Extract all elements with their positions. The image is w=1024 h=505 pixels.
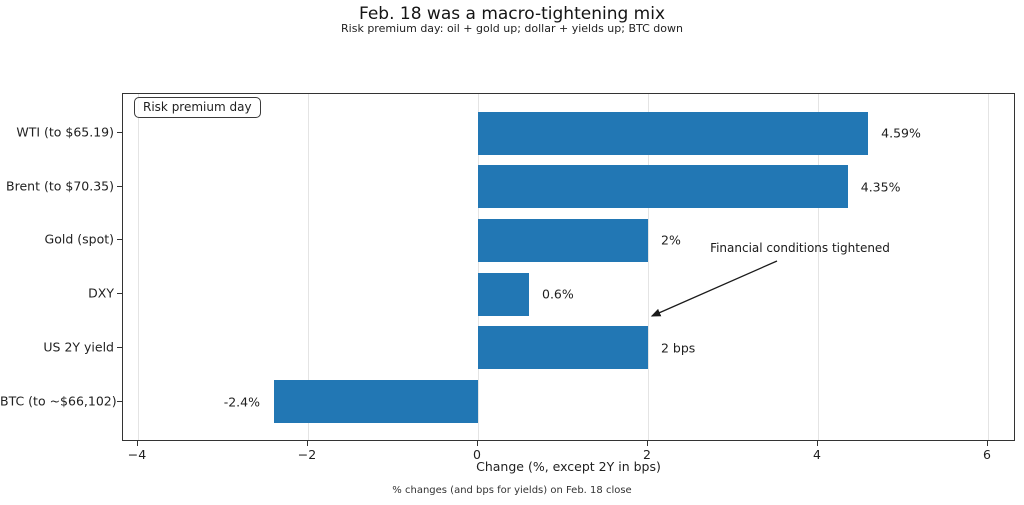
y-axis-label: DXY	[88, 285, 114, 301]
x-tick-mark	[987, 441, 988, 446]
y-axis-label: Brent (to $70.35)	[6, 178, 114, 194]
y-tick-mark	[117, 293, 122, 295]
annotation-text: Financial conditions tightened	[710, 241, 890, 255]
bar	[274, 380, 478, 423]
y-axis-label: WTI (to $65.19)	[16, 124, 114, 140]
bar-value-label: 4.59%	[881, 125, 921, 141]
legend-box: Risk premium day	[134, 97, 261, 118]
x-tick-label: 6	[983, 447, 991, 462]
plot-area: Risk premium day 4.59% 4.35% 2% 0.6% 2 bps -2…	[122, 93, 1015, 441]
bar-value-label: 4.35%	[860, 179, 901, 195]
bar	[478, 218, 648, 262]
bar-value-label: -2.4%	[223, 394, 260, 409]
x-tick-mark	[477, 441, 478, 446]
gridline	[647, 94, 649, 440]
y-axis-label: BTC (to ~$66,102)	[0, 393, 117, 408]
gridline	[817, 94, 819, 440]
x-tick-label: −4	[127, 447, 147, 462]
gridline	[307, 94, 309, 440]
gridline	[137, 94, 139, 440]
bar-value-label: 2%	[661, 232, 681, 248]
y-tick-mark	[117, 185, 122, 187]
y-axis-label: Gold (spot)	[44, 231, 114, 247]
x-tick-label: 4	[813, 447, 821, 462]
footer-caption: % changes (and bps for yields) on Feb. 1…	[392, 485, 632, 496]
x-tick-mark	[647, 441, 648, 446]
gridline	[987, 94, 989, 440]
y-axis-label: US 2Y yield	[43, 339, 114, 355]
x-tick-label: 0	[473, 447, 481, 462]
y-tick-mark	[117, 346, 122, 348]
bar	[478, 326, 648, 370]
x-tick-mark	[137, 441, 138, 446]
y-tick-mark	[117, 132, 122, 133]
gridline	[477, 94, 479, 440]
x-axis-label: Change (%, except 2Y in bps)	[476, 459, 661, 474]
bar-value-label: 0.6%	[542, 286, 574, 302]
y-tick-mark	[117, 239, 122, 241]
x-tick-mark	[307, 441, 308, 446]
bar-value-label: 2 bps	[661, 340, 696, 356]
bar	[478, 165, 848, 209]
bar	[478, 272, 529, 316]
legend-label: Risk premium day	[143, 100, 252, 114]
y-tick-mark	[117, 400, 122, 402]
x-tick-mark	[817, 441, 818, 446]
x-tick-label: −2	[297, 447, 317, 462]
bar	[478, 111, 869, 155]
chart-title: Feb. 18 was a macro-tightening mix	[358, 4, 666, 24]
x-tick-label: 2	[643, 447, 651, 462]
chart-subtitle: Risk premium day: oil + gold up; dollar …	[341, 22, 683, 35]
